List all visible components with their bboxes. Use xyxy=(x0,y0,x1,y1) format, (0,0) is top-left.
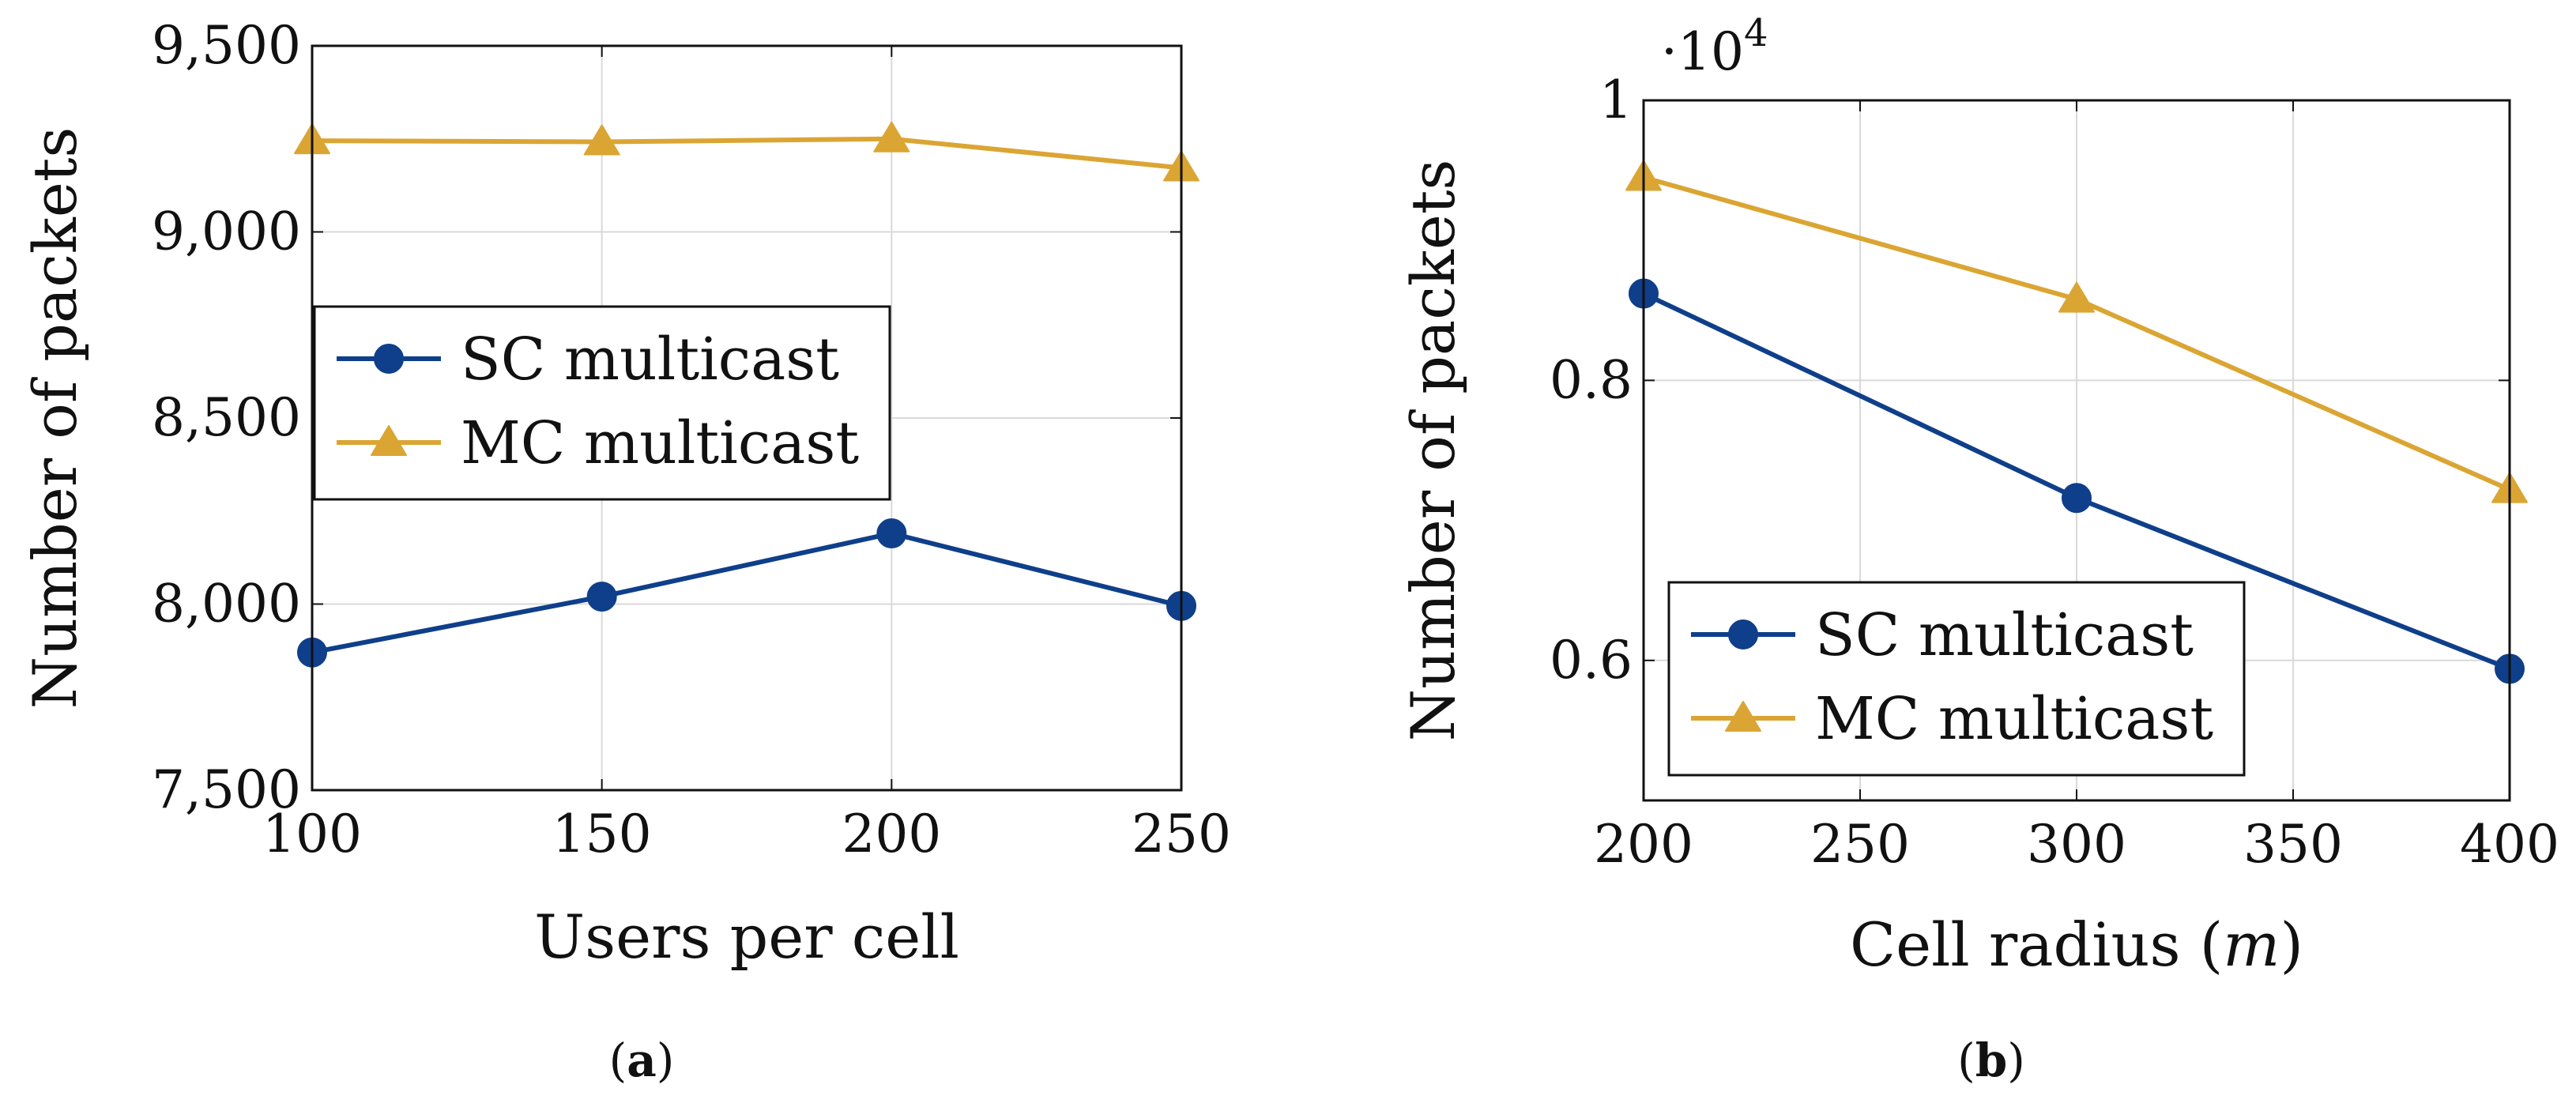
legend-label: MC multicast xyxy=(461,409,859,477)
x-axis-label-main: Cell radius ( xyxy=(1850,909,2223,980)
mc-multicast-line xyxy=(311,136,1182,171)
legend-label: SC multicast xyxy=(461,326,839,393)
x-axis-label-var: m xyxy=(2223,909,2280,980)
legend-label: MC multicast xyxy=(1815,685,2213,753)
legend-label: SC multicast xyxy=(1815,601,2194,669)
y-tick-label: 9,500 xyxy=(152,15,301,76)
caption-open: ( xyxy=(609,1034,627,1087)
caption-label: a xyxy=(627,1034,657,1087)
mc-multicast-point xyxy=(2058,281,2095,313)
legend-box xyxy=(313,305,891,501)
y-tick-label: 7,500 xyxy=(152,759,301,820)
x-axis-label: Users per cell xyxy=(534,902,959,972)
panel-b-chart: 200 250 300 350 400 0.6 0.8 1 SC multicast MC mul… xyxy=(1398,11,2559,1087)
sc-multicast-point xyxy=(586,582,617,612)
caption-close: ) xyxy=(2007,1034,2025,1087)
x-tick-label: 350 xyxy=(2243,814,2343,875)
y-tick-label: 0.8 xyxy=(1550,349,1633,410)
x-tick-label: 300 xyxy=(2027,814,2126,875)
x-tick-label: 250 xyxy=(1132,804,1231,864)
x-tick-label: 400 xyxy=(2460,814,2559,875)
axis-multiplier-base: ·10 xyxy=(1661,21,1744,82)
mc-multicast-point xyxy=(583,124,620,156)
legend: SC multicast MC multicast xyxy=(1667,581,2246,777)
x-axis-label-close: ) xyxy=(2280,909,2303,980)
x-axis-label: Cell radius (m) xyxy=(1850,909,2303,980)
legend-swatch-marker xyxy=(374,344,404,374)
panel-caption: (a) xyxy=(609,1034,675,1087)
x-tick-label: 150 xyxy=(552,804,652,864)
y-tick-label: 8,500 xyxy=(152,387,301,448)
axis-multiplier: ·104 xyxy=(1661,11,1768,82)
caption-close: ) xyxy=(657,1034,675,1087)
sc-multicast-line xyxy=(311,531,1182,655)
caption-label: b xyxy=(1975,1034,2008,1087)
legend-swatch-marker xyxy=(1725,701,1761,732)
y-tick-label: 9,000 xyxy=(152,201,301,262)
y-tick-label: 1 xyxy=(1599,70,1633,130)
y-axis-label: Number of packets xyxy=(1398,160,1468,742)
legend-swatch-marker xyxy=(371,425,407,456)
plot-frame xyxy=(311,44,1183,792)
caption-open: ( xyxy=(1957,1034,1975,1087)
sc-multicast-point xyxy=(2062,483,2092,514)
y-axis-label: Number of packets xyxy=(20,127,90,710)
panel-a-chart: 100 150 200 250 7,500 8,000 8,500 9,000 9,500 SC … xyxy=(20,15,1231,1087)
plot-frame xyxy=(1642,99,2511,802)
legend: SC multicast MC multicast xyxy=(313,305,891,501)
panel-caption: (b) xyxy=(1957,1034,2025,1087)
y-tick-label: 8,000 xyxy=(152,574,301,634)
legend-swatch-marker xyxy=(1728,619,1758,650)
axis-multiplier-exponent: 4 xyxy=(1744,11,1768,55)
mc-multicast-point xyxy=(873,121,910,152)
x-tick-label: 200 xyxy=(842,804,941,864)
x-tick-label: 100 xyxy=(262,804,362,864)
legend-box xyxy=(1667,581,2246,777)
x-tick-label: 250 xyxy=(1810,814,1910,875)
x-tick-label: 200 xyxy=(1594,814,1693,875)
sc-multicast-point xyxy=(876,518,907,549)
y-tick-label: 0.6 xyxy=(1550,630,1633,691)
